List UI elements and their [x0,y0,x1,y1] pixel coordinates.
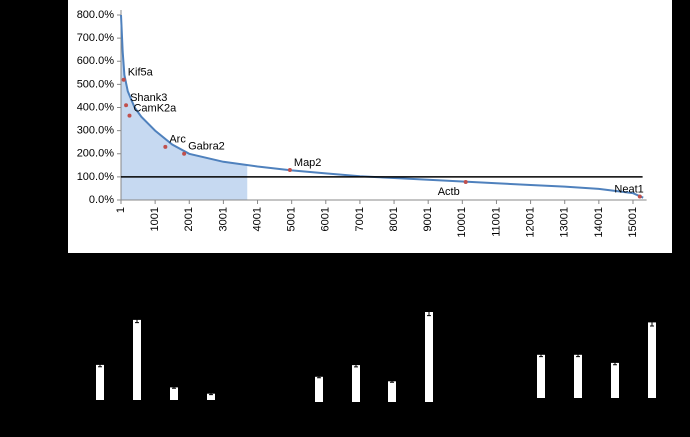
highlight-label: CamK2a [133,103,177,115]
error-bar [650,318,654,327]
highlight-label: Arc [169,134,186,146]
y-tick-label: 600.0% [77,55,115,67]
bar [207,393,215,400]
x-tick-label: 7001 [354,207,366,231]
x-tick-label: 6001 [320,207,332,231]
highlight-label: Actb [438,186,460,198]
x-tick-label: 14001 [593,207,605,238]
y-tick-label: 300.0% [77,125,115,137]
error-bar [317,375,321,379]
x-tick-label: 1 [115,207,127,213]
bar [315,376,323,402]
y-tick-label: 800.0% [77,9,115,21]
bar [425,312,433,402]
y-tick-label: 400.0% [77,101,115,113]
highlight-point [182,151,187,156]
bar [352,365,360,402]
bar [388,381,396,402]
x-tick-label: 11001 [490,207,502,237]
bar [133,319,141,400]
x-tick-label: 5001 [286,207,298,231]
x-tick-label: 15001 [627,207,639,238]
error-bar [98,362,102,368]
x-tick-label: 10001 [456,207,468,238]
highlight-point [121,77,126,82]
y-tick-label: 500.0% [77,78,115,90]
highlight-point [287,167,292,172]
error-bar [613,360,617,366]
x-tick-label: 13001 [559,207,571,238]
x-tick-label: 9001 [422,207,434,231]
error-bar [390,379,394,383]
x-tick-label: 4001 [251,207,263,231]
bar [574,354,582,398]
highlight-label: Shank3 [130,92,167,104]
x-tick-label: 2001 [183,207,195,231]
error-bar [427,307,431,317]
bar [170,387,178,400]
bar [96,364,104,400]
highlight-label: Kif5a [128,67,154,79]
x-tick-label: 1001 [149,207,161,231]
x-tick-label: 12001 [524,207,536,238]
highlight-point [637,194,642,199]
y-tick-label: 200.0% [77,148,115,160]
error-bar [209,392,213,396]
bar [611,362,619,398]
y-tick-label: 100.0% [77,171,115,183]
y-tick-label: 700.0% [77,32,115,44]
bar [648,322,656,398]
highlight-label: Gabra2 [188,141,225,153]
x-tick-label: 3001 [217,207,229,231]
shaded-area [121,15,248,200]
error-bar [576,352,580,358]
highlight-point [124,103,129,108]
bar [537,354,545,398]
y-tick-label: 0.0% [89,194,114,206]
highlight-label: Map2 [294,157,322,169]
highlight-point [463,179,468,184]
error-bar [354,362,358,368]
highlight-label: Neat1 [614,183,643,195]
x-tick-label: 8001 [388,207,400,231]
chart-panel [68,0,672,253]
error-bar [539,352,543,358]
highlight-point [127,113,132,118]
error-bar [172,386,176,389]
error-bar [135,316,139,324]
highlight-point [163,144,168,149]
